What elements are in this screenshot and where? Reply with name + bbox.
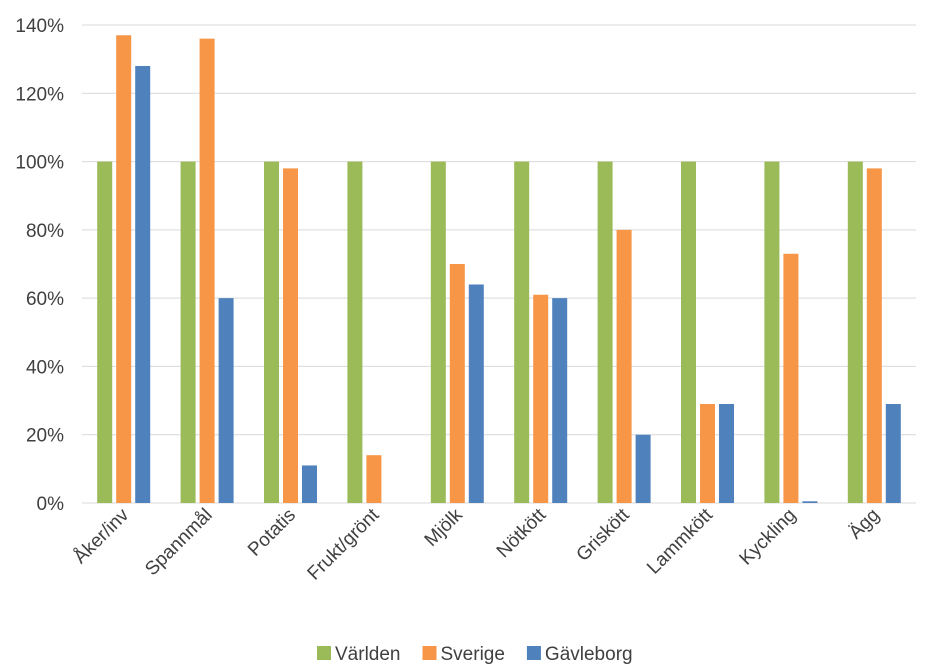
x-category-label: Mjölk	[421, 504, 468, 551]
legend-swatch	[317, 646, 331, 660]
bar-världen	[764, 161, 780, 504]
legend-swatch	[422, 646, 437, 660]
bar-världen	[847, 161, 863, 504]
bar-gävleborg	[468, 284, 484, 503]
legend-label: Världen	[335, 644, 401, 665]
bar-gävleborg	[552, 298, 568, 503]
legend: Världen Sverige Gävleborg	[317, 644, 633, 665]
bar-sverige	[449, 264, 465, 503]
bar-världen	[514, 161, 530, 504]
bar-sverige	[616, 229, 632, 503]
bar-sverige	[783, 253, 799, 503]
bar-gävleborg	[218, 298, 234, 503]
legend-swatch	[526, 646, 541, 660]
y-tick-label: 40%	[26, 357, 64, 378]
bar-sverige	[700, 403, 715, 503]
bar-gävleborg	[635, 434, 651, 503]
bar-gävleborg	[802, 501, 818, 503]
bar-sverige	[366, 455, 382, 503]
y-tick-label: 80%	[26, 221, 64, 242]
y-tick-label: 100%	[15, 153, 64, 174]
y-tick-label: 120%	[15, 84, 64, 105]
bar-världen	[430, 161, 446, 504]
bar-sverige	[283, 168, 298, 503]
bar-världen	[97, 161, 113, 504]
bar-sverige	[533, 294, 549, 503]
bar-världen	[681, 161, 696, 504]
bar-sverige	[116, 35, 132, 503]
x-category-label: Ägg	[845, 505, 884, 544]
bar-gävleborg	[719, 403, 734, 503]
bar-sverige	[199, 38, 215, 504]
bar-världen	[264, 161, 279, 504]
x-category-label: Lammkött	[643, 504, 717, 578]
y-axis-ticks: 0% 20% 40% 60% 80% 100% 120% 140%	[15, 16, 64, 515]
bar-världen	[597, 161, 613, 504]
bar-gävleborg	[302, 465, 317, 503]
bar-världen	[347, 161, 363, 504]
x-category-label: Kyckling	[736, 505, 801, 570]
x-category-label: Griskött	[573, 504, 635, 566]
x-axis-labels: Åker/inv Spannmål Potatis Frukt/grönt Mjölk N…	[70, 504, 884, 584]
bar-gävleborg	[885, 403, 901, 503]
bar-gävleborg	[135, 65, 151, 503]
bar-sverige	[866, 168, 882, 503]
x-category-label: Spannmål	[141, 505, 216, 580]
x-category-label: Nötkött	[493, 504, 551, 562]
x-category-label: Frukt/grönt	[304, 504, 384, 584]
y-tick-label: 20%	[26, 426, 64, 447]
y-tick-label: 140%	[15, 16, 64, 37]
y-tick-label: 0%	[37, 494, 65, 515]
legend-label: Sverige	[441, 644, 505, 665]
x-category-label: Potatis	[244, 505, 300, 561]
y-tick-label: 60%	[26, 289, 64, 310]
legend-label: Gävleborg	[545, 644, 633, 665]
bar-världen	[180, 161, 196, 504]
bars	[97, 35, 901, 504]
x-category-label: Åker/inv	[70, 504, 134, 568]
